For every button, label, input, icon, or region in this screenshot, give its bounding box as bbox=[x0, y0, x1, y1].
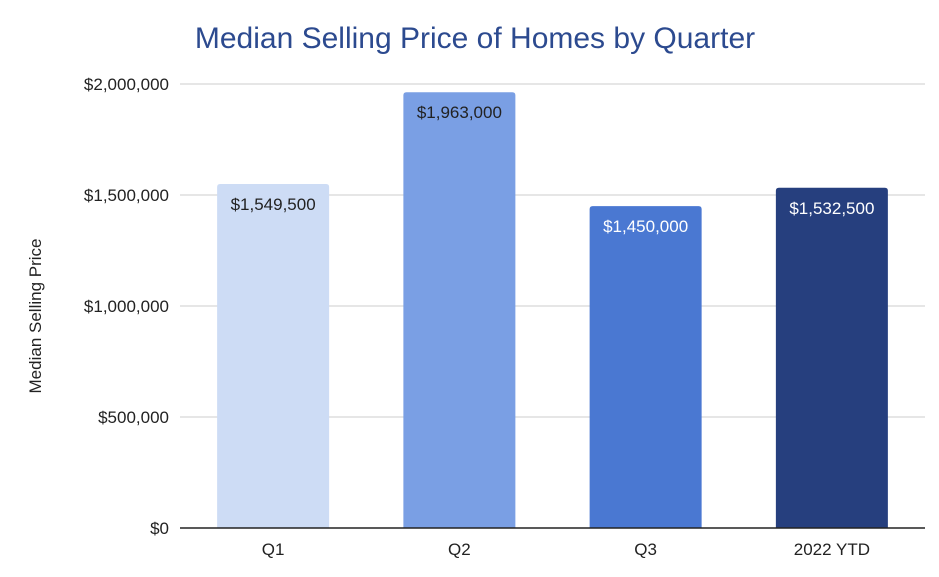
data-label: $1,532,500 bbox=[789, 199, 874, 218]
x-tick-label: Q3 bbox=[634, 540, 657, 559]
x-tick-label: Q2 bbox=[448, 540, 471, 559]
data-label: $1,450,000 bbox=[603, 217, 688, 236]
chart-title: Median Selling Price of Homes by Quarter bbox=[195, 22, 755, 55]
y-tick-label: $1,500,000 bbox=[84, 186, 169, 205]
bars: $1,549,500 $1,963,000 $1,450,000 $1,532,500 bbox=[217, 92, 888, 529]
y-tick-label: $0 bbox=[150, 519, 169, 538]
x-tick-label: 2022 YTD bbox=[794, 540, 870, 559]
x-axis-ticks: Q1 Q2 Q3 2022 YTD bbox=[262, 540, 870, 559]
bar bbox=[775, 187, 888, 528]
bar bbox=[589, 206, 702, 528]
data-label: $1,963,000 bbox=[417, 103, 502, 122]
bar bbox=[217, 184, 330, 529]
data-label: $1,549,500 bbox=[231, 195, 316, 214]
y-axis-label: Median Selling Price bbox=[26, 239, 45, 394]
y-axis-ticks: $0 $500,000 $1,000,000 $1,500,000 $2,000,000 bbox=[84, 75, 169, 538]
y-tick-label: $500,000 bbox=[98, 408, 169, 427]
y-tick-label: $1,000,000 bbox=[84, 297, 169, 316]
x-tick-label: Q1 bbox=[262, 540, 285, 559]
y-tick-label: $2,000,000 bbox=[84, 75, 169, 94]
bar bbox=[403, 92, 516, 529]
